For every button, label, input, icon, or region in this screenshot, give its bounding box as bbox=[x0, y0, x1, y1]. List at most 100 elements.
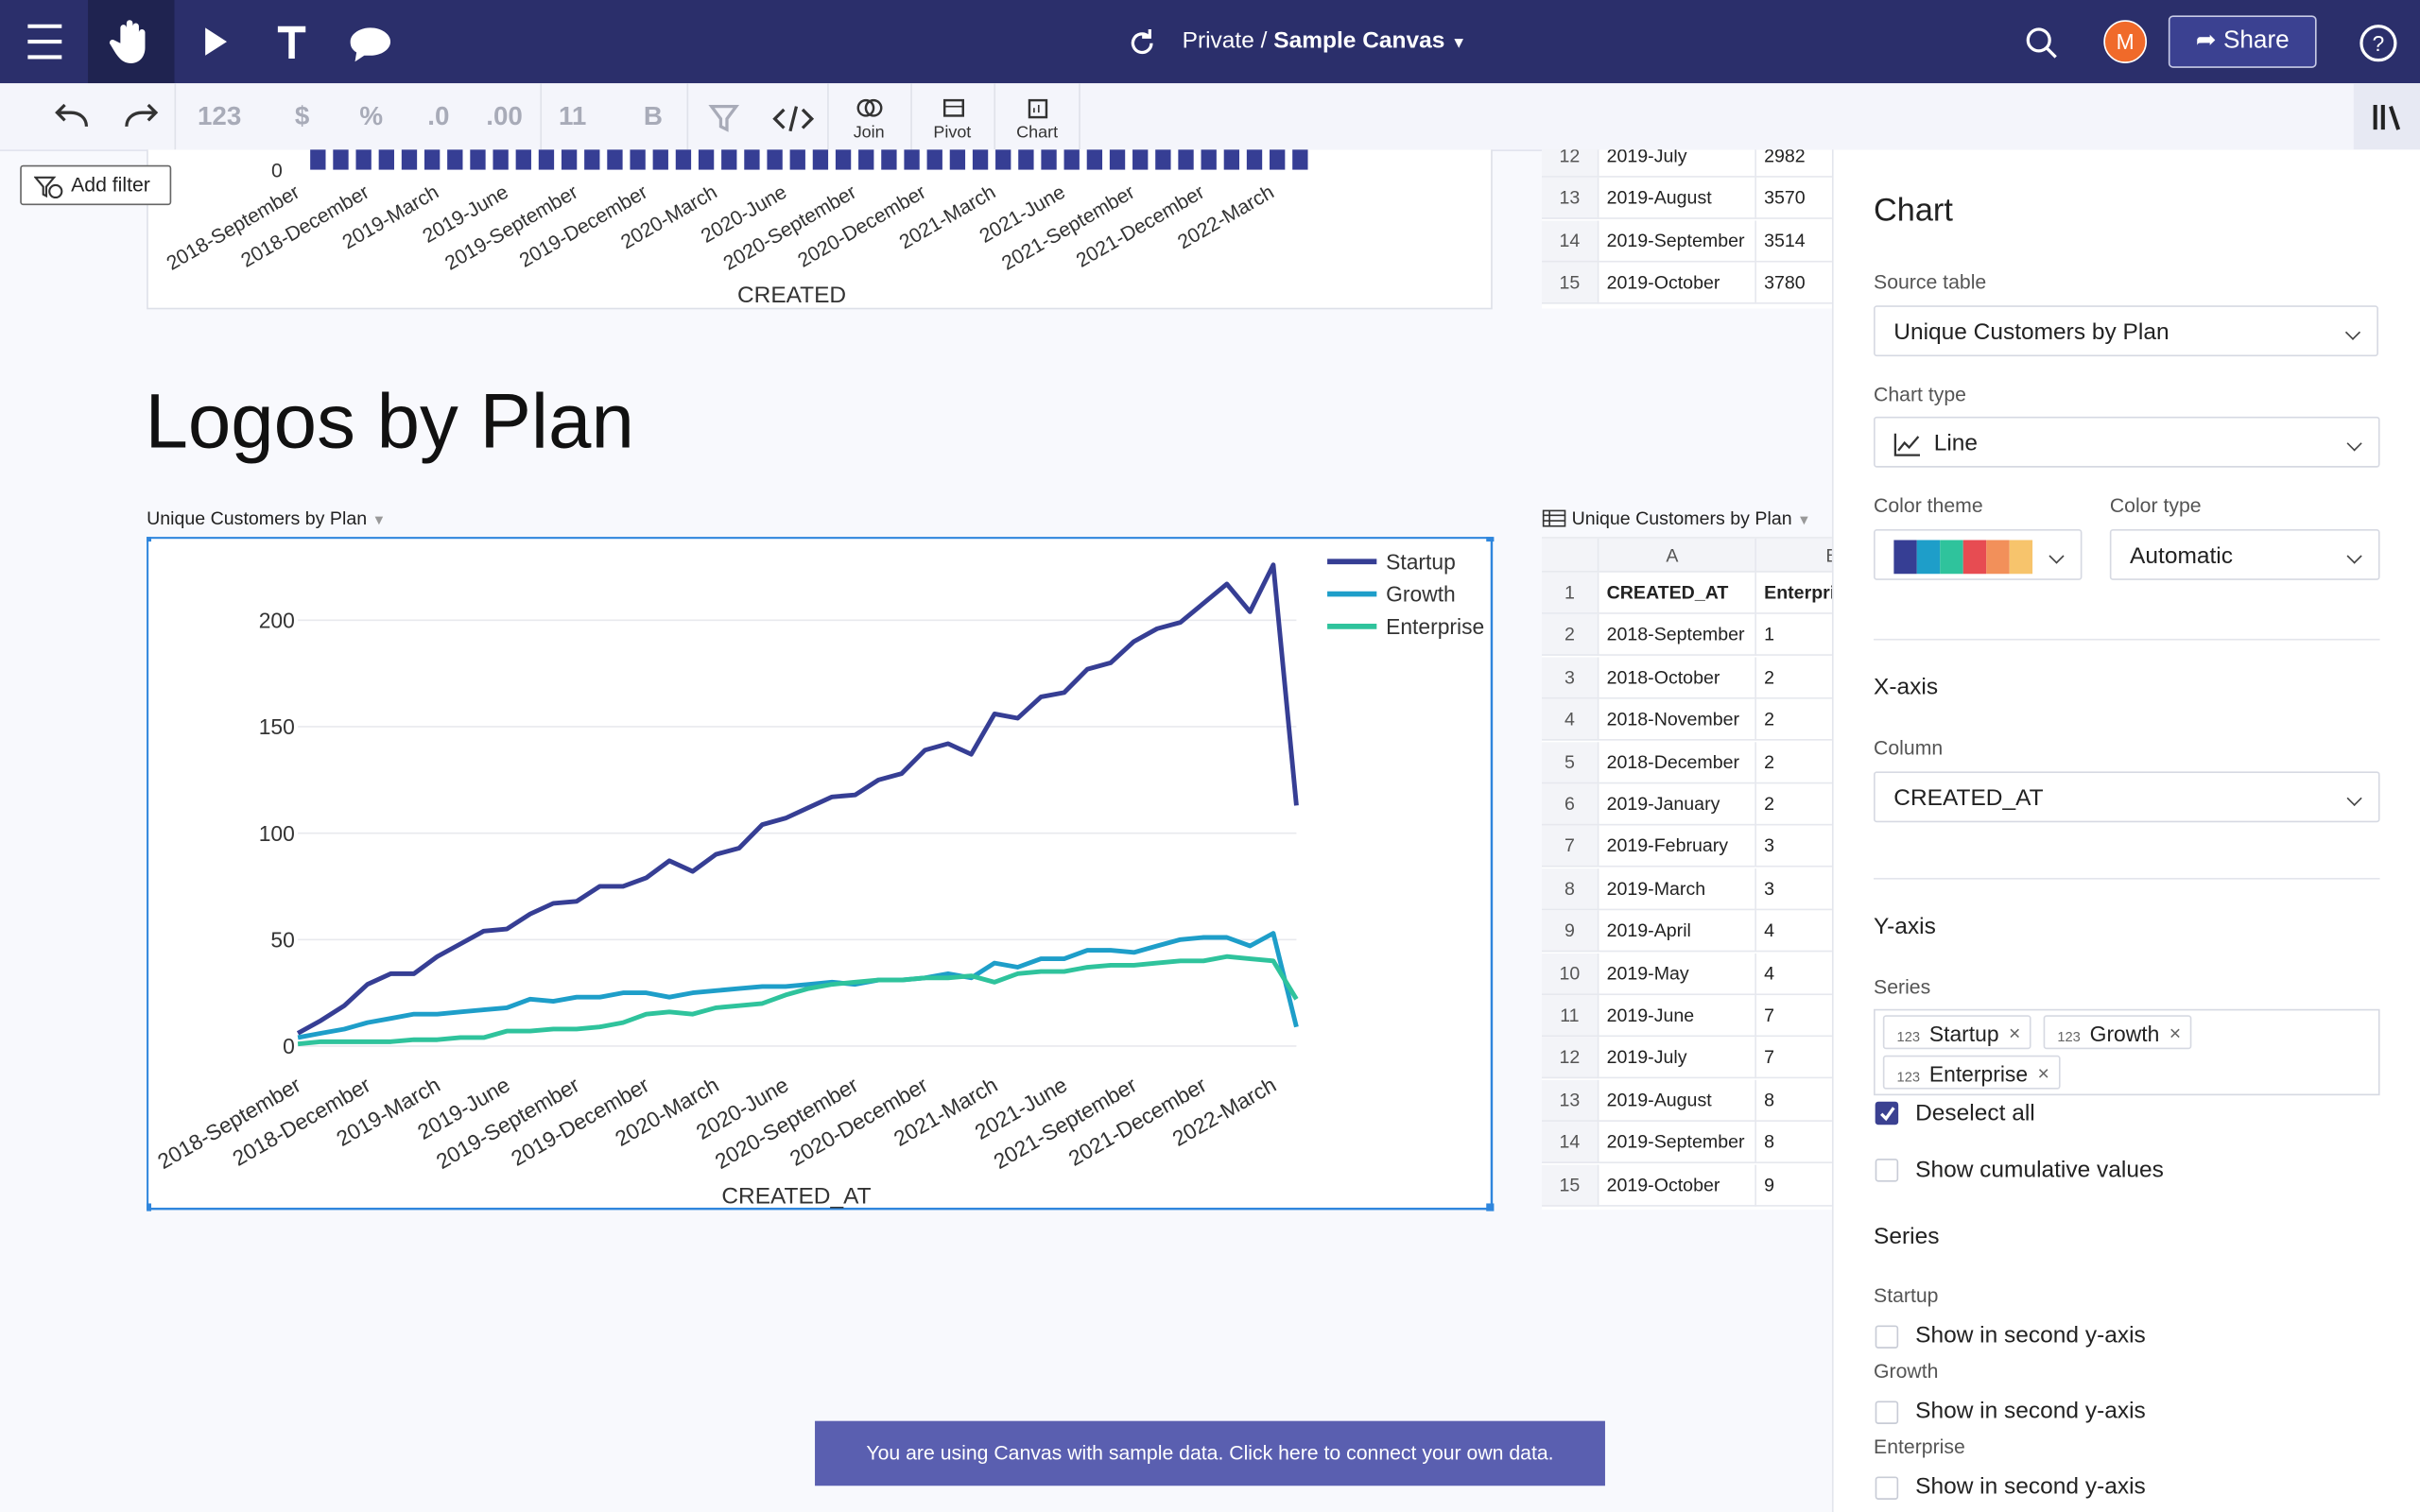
decrease-decimals[interactable]: .0 bbox=[427, 101, 450, 131]
bar-fragment bbox=[835, 149, 852, 170]
section-heading: Y-axis bbox=[1874, 913, 1936, 940]
help[interactable]: ? bbox=[2360, 25, 2397, 62]
row-number: 11 bbox=[1542, 995, 1599, 1038]
canvas-title[interactable]: Private / Sample Canvas ▼ bbox=[1182, 27, 1467, 55]
table: AB1CREATED_ATEnterprise22018-September13… bbox=[1542, 537, 1832, 1210]
add-filter[interactable]: Add filter bbox=[20, 164, 172, 206]
table-title[interactable]: Unique Customers by Plan ▼ bbox=[1542, 507, 1835, 529]
series-input[interactable]: 123 Startup × 123 Growth × 123 Enterprise × bbox=[1874, 1008, 2380, 1096]
pivot[interactable]: Pivot bbox=[933, 123, 972, 143]
tag-label: Startup bbox=[1928, 1021, 1999, 1046]
filter-code[interactable] bbox=[707, 102, 831, 136]
bar-fragment bbox=[972, 149, 989, 170]
section-heading: Series bbox=[1874, 1223, 1940, 1250]
legend-label[interactable]: Enterprise bbox=[1386, 614, 1484, 639]
percent[interactable]: % bbox=[359, 101, 384, 131]
font-size[interactable]: 11 bbox=[559, 101, 587, 131]
table-cell: 3 bbox=[1755, 826, 1832, 868]
bar-fragment bbox=[1155, 149, 1171, 170]
bar-fragment bbox=[1201, 149, 1217, 170]
increase-decimals[interactable]: .00 bbox=[486, 101, 523, 131]
source-select[interactable]: Unique Customers by Plan bbox=[1874, 305, 2378, 357]
table-cell: 3780 bbox=[1755, 263, 1832, 304]
number-format[interactable]: 123 bbox=[197, 101, 242, 131]
bar-fragment bbox=[1063, 149, 1080, 170]
table-cell: 2 bbox=[1755, 783, 1832, 826]
column-header: B bbox=[1755, 538, 1832, 573]
bar-fragment bbox=[1132, 149, 1149, 170]
share-button[interactable]: ➦ Share bbox=[2168, 15, 2317, 68]
row-number: 12 bbox=[1542, 149, 1599, 178]
search-icon[interactable] bbox=[2022, 23, 2062, 62]
currency[interactable]: $ bbox=[294, 101, 310, 131]
checkbox[interactable] bbox=[1875, 1159, 1899, 1182]
table-cell: 2019-June bbox=[1599, 995, 1756, 1038]
value: Unique Customers by Plan bbox=[1893, 318, 2169, 346]
bar-fragment bbox=[470, 149, 486, 170]
table-cell: 2019-January bbox=[1599, 783, 1756, 826]
bar-fragment bbox=[1246, 149, 1263, 170]
series-line bbox=[296, 562, 1299, 1036]
tag-remove[interactable]: × bbox=[2009, 1021, 2021, 1045]
x-axis-label: CREATED_AT bbox=[721, 1183, 871, 1209]
checkbox-label: Show in second y-axis bbox=[1915, 1473, 2146, 1500]
row-number: 14 bbox=[1542, 220, 1599, 263]
table-cell: 2019-August bbox=[1599, 1079, 1756, 1122]
avatar[interactable]: M bbox=[2103, 20, 2148, 63]
table-cell: CREATED_AT bbox=[1599, 572, 1756, 614]
row-number: 12 bbox=[1542, 1037, 1599, 1079]
row-number: 13 bbox=[1542, 178, 1599, 220]
theme-select[interactable] bbox=[1874, 529, 2083, 580]
bar-fragment bbox=[721, 149, 737, 170]
row-number: 8 bbox=[1542, 868, 1599, 910]
tag-remove[interactable]: × bbox=[2169, 1021, 2182, 1045]
checkbox-label: Deselect all bbox=[1915, 1100, 2035, 1126]
chart[interactable]: 0501001502002018-September2018-December2… bbox=[147, 537, 1495, 1211]
label: Chart type bbox=[1874, 382, 1966, 406]
chart-button[interactable]: Chart bbox=[1016, 123, 1059, 143]
tag-remove[interactable]: × bbox=[2037, 1061, 2049, 1085]
bar-fragment bbox=[767, 149, 783, 170]
table-cell: 3570 bbox=[1755, 178, 1832, 220]
y-tick-label: 0 bbox=[271, 161, 283, 182]
sample-banner[interactable]: You are using Canvas with sample data. C… bbox=[815, 1420, 1605, 1486]
series-tag[interactable]: 123 Growth × bbox=[2043, 1015, 2192, 1050]
checkbox[interactable] bbox=[1875, 1325, 1899, 1349]
legend-label[interactable]: Startup bbox=[1386, 549, 1456, 574]
series-name: Growth bbox=[1874, 1359, 1939, 1383]
top-chart: 02018-September2018-December2019-March20… bbox=[147, 149, 1493, 310]
y-tick-label: 200 bbox=[259, 608, 295, 632]
bar-fragment bbox=[1086, 149, 1103, 170]
bar-fragment bbox=[355, 149, 372, 170]
bar-fragment bbox=[812, 149, 829, 170]
bar-fragment bbox=[401, 149, 418, 170]
checkbox-checked[interactable] bbox=[1875, 1101, 1899, 1125]
bar-fragment bbox=[1178, 149, 1194, 170]
y-tick-label: 0 bbox=[283, 1034, 295, 1058]
color-type-select[interactable]: Automatic bbox=[2109, 529, 2380, 580]
tag-type: 123 bbox=[1896, 1069, 1921, 1085]
bold[interactable]: B bbox=[643, 101, 663, 131]
legend-label[interactable]: Growth bbox=[1386, 582, 1456, 607]
table-cell: 2018-November bbox=[1599, 698, 1756, 741]
type-select[interactable]: Line bbox=[1874, 416, 2380, 468]
undo-redo[interactable] bbox=[46, 95, 170, 139]
join[interactable]: Join bbox=[853, 123, 885, 143]
row-number: 15 bbox=[1542, 262, 1599, 304]
library-button[interactable] bbox=[2353, 83, 2420, 150]
checkbox[interactable] bbox=[1875, 1400, 1899, 1424]
chart-source-label: Unique Customers by Plan bbox=[147, 507, 368, 529]
chart-source[interactable]: Unique Customers by Plan ▼ bbox=[147, 507, 387, 529]
label: Series bbox=[1874, 974, 1931, 999]
series-tag[interactable]: 123 Enterprise × bbox=[1882, 1055, 2061, 1090]
column-select[interactable]: CREATED_AT bbox=[1874, 771, 2380, 823]
series-tag[interactable]: 123 Startup × bbox=[1882, 1015, 2031, 1050]
refresh-icon[interactable] bbox=[1124, 25, 1161, 61]
series-name: Startup bbox=[1874, 1283, 1939, 1307]
row-number: 7 bbox=[1542, 826, 1599, 868]
checkbox[interactable] bbox=[1875, 1476, 1899, 1500]
y-tick-label: 150 bbox=[259, 714, 295, 739]
table-cell: 2 bbox=[1755, 699, 1832, 741]
series-line bbox=[297, 954, 1299, 1047]
y-tick-label: 50 bbox=[270, 927, 294, 952]
